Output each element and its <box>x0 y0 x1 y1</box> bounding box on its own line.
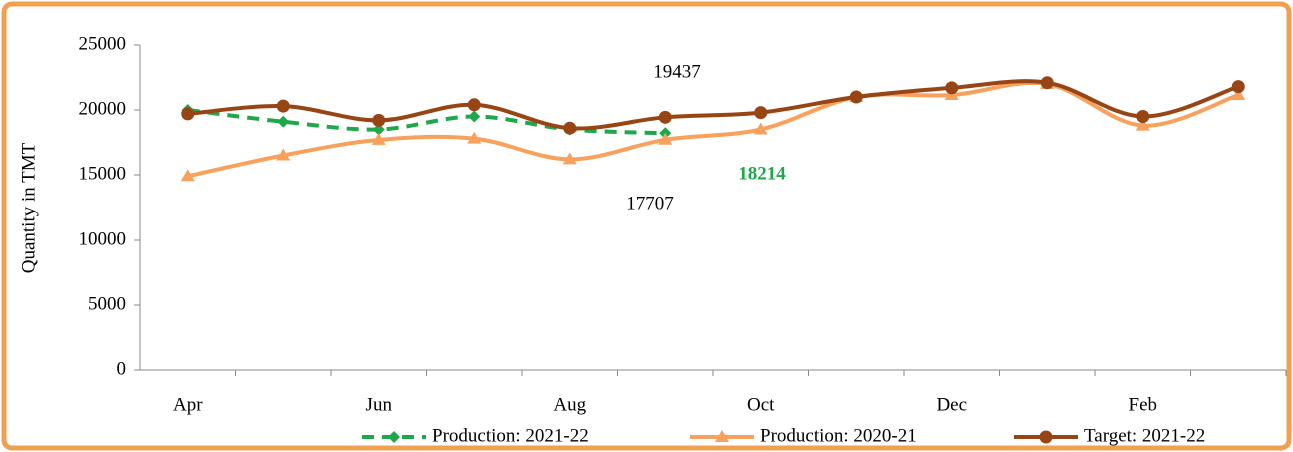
point-marker <box>181 107 195 121</box>
point-marker <box>1231 88 1246 101</box>
point-marker <box>658 132 673 145</box>
y-tick-label: 10000 <box>79 228 127 249</box>
y-tick-label: 20000 <box>79 98 127 119</box>
x-tick-label: Aug <box>553 394 586 415</box>
x-tick-label: Feb <box>1129 394 1158 415</box>
annotation: 17707 <box>626 193 674 214</box>
point-marker <box>276 148 291 161</box>
point-marker <box>276 99 290 113</box>
point-marker <box>371 132 386 145</box>
point-marker <box>277 115 290 128</box>
point-marker <box>467 98 481 112</box>
point-marker <box>372 113 386 127</box>
point-marker <box>658 110 672 124</box>
y-tick-label: 5000 <box>88 293 126 314</box>
x-tick-label: Apr <box>173 394 203 415</box>
x-tick-label: Oct <box>747 394 775 415</box>
y-tick-label: 25000 <box>79 33 127 54</box>
point-marker <box>849 90 863 104</box>
point-marker <box>563 121 577 135</box>
x-tick-label: Jun <box>366 394 393 415</box>
legend-label: Production: 2020-21 <box>760 425 917 446</box>
legend-marker <box>1039 430 1053 444</box>
point-marker <box>754 106 768 120</box>
point-marker <box>1136 110 1150 123</box>
annotation: 19437 <box>653 61 701 82</box>
point-marker <box>1040 76 1054 90</box>
legend-marker <box>715 430 729 442</box>
point-marker <box>372 123 385 136</box>
point-marker <box>753 122 768 135</box>
y-tick-label: 0 <box>117 358 127 379</box>
legend-marker <box>388 431 400 443</box>
legend-label: Target: 2021-22 <box>1084 425 1205 446</box>
point-marker <box>1231 80 1245 94</box>
point-marker <box>562 152 577 165</box>
series-line <box>187 108 666 136</box>
point-marker <box>467 131 482 144</box>
annotation: 18214 <box>738 163 786 184</box>
x-tick-label: Dec <box>936 394 967 415</box>
y-axis-label: Quantity in TMT <box>18 142 39 273</box>
point-marker <box>1135 118 1150 131</box>
point-marker <box>945 81 959 95</box>
legend-label: Production: 2021-22 <box>432 425 589 446</box>
y-tick-label: 15000 <box>79 163 127 184</box>
point-marker <box>180 169 195 182</box>
point-marker <box>468 110 481 123</box>
